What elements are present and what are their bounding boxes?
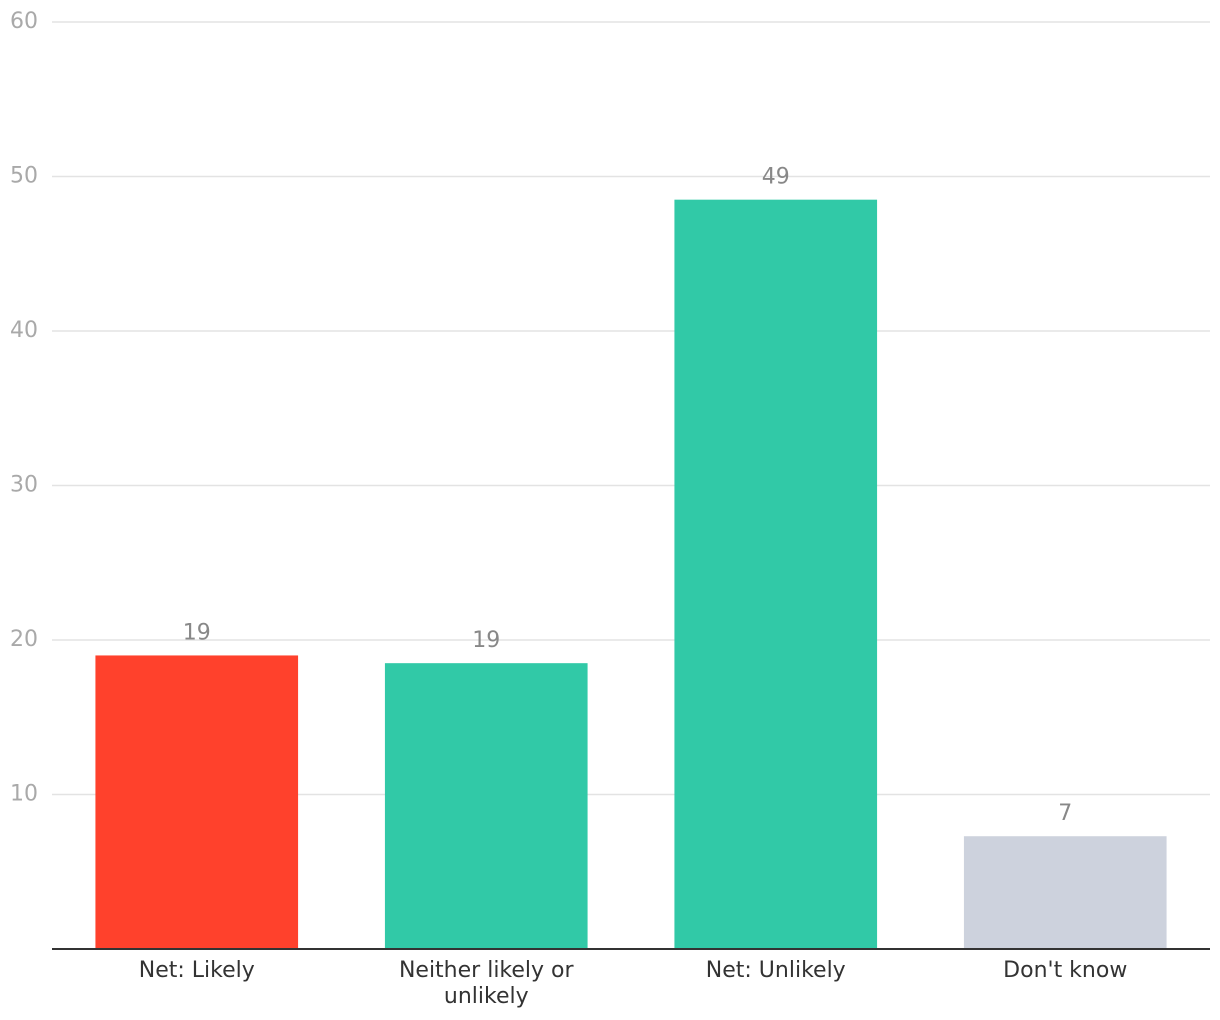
y-tick-label: 10 xyxy=(10,782,38,807)
x-tick-label: Net: Likely xyxy=(138,958,255,983)
bar xyxy=(963,836,1167,949)
y-tick-label: 60 xyxy=(10,9,38,34)
value-label: 7 xyxy=(1058,801,1072,826)
bar xyxy=(95,655,299,949)
y-tick-label: 20 xyxy=(10,627,38,652)
x-tick-label: Net: Unlikely xyxy=(705,958,846,983)
x-tick-label: Don't know xyxy=(1003,958,1128,983)
y-tick-label: 30 xyxy=(10,473,38,498)
bar xyxy=(384,663,588,949)
value-label: 19 xyxy=(183,620,211,645)
x-tick-label: Neither likely or unlikely xyxy=(398,958,574,1009)
value-label: 49 xyxy=(762,165,790,190)
y-tick-label: 40 xyxy=(10,318,38,343)
value-label: 19 xyxy=(472,628,500,653)
y-tick-label: 50 xyxy=(10,164,38,189)
bar xyxy=(674,199,878,950)
